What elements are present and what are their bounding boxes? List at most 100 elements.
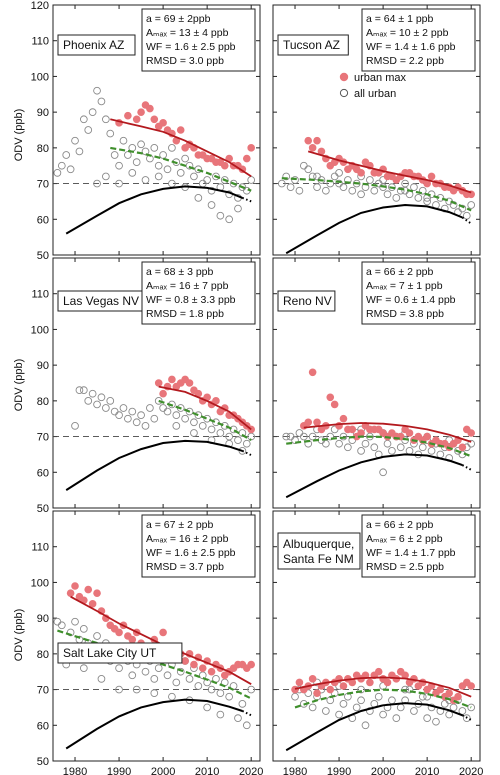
all-urban-point [467,201,476,209]
all-urban-point [79,115,88,124]
all-urban-fit-line [294,688,472,709]
urban-max-point [357,169,365,177]
urban-max-point [185,379,194,387]
stats-rmsd: RMSD = 2.2 ppb [366,55,444,67]
all-urban-point [339,183,348,191]
urban-max-point [150,115,159,124]
stats-amax: Aₘₐₓ = 6 ± 2 ppb [366,533,443,545]
all-urban-point [115,664,123,672]
urban-max-fit-line [307,150,472,194]
all-urban-point [396,443,405,452]
background-curve [65,185,243,235]
stats-wf: WF = 1.4 ± 1.6 ppb [366,41,456,53]
all-urban-point [216,211,225,220]
all-urban-point [57,621,66,630]
x-tick-label: 1990 [107,766,131,775]
all-urban-point [141,147,150,156]
all-urban-point [357,685,365,694]
all-urban-point [322,186,330,195]
all-urban-point [181,414,189,423]
all-urban-point [159,151,167,159]
stats-amax: Aₘₐₓ = 13 ± 4 ppb [146,27,229,39]
y-tick-label: 110 [31,542,49,554]
all-urban-point [163,165,172,174]
stats-box-frame [141,8,256,72]
all-urban-point [370,443,379,452]
all-urban-point [212,418,220,427]
urban-max-fit-line [158,385,252,431]
all-urban-point [84,126,93,134]
y-tick-label: 60 [37,720,49,732]
all-urban-point [176,667,185,676]
all-urban-point [115,161,123,170]
all-urban-point [106,129,115,138]
all-urban-point [449,703,458,712]
all-urban-point [335,710,343,719]
all-urban-point [335,169,343,177]
all-urban-point [115,411,123,419]
background-curve [285,203,463,255]
all-urban-point [102,172,110,181]
stats-a: a = 66 ± 2 ppb [366,266,434,278]
background-curve [65,698,243,750]
all-urban-point [216,710,225,719]
stats-box-frame [361,261,476,325]
all-urban-point [410,183,418,191]
urban-max-point [467,682,475,690]
y-tick-label: 70 [37,685,49,697]
site-label-text: Reno NV [283,294,332,308]
all-urban-point [220,176,229,184]
all-urban-point [124,151,132,159]
ylabel-row1: ODV (ppb) [13,109,25,162]
all-urban-point [203,176,211,184]
all-urban-point [141,667,150,676]
all-urban-point [242,439,251,448]
stats-a: a = 68 ± 3 ppb [146,266,214,278]
urban-max-point [348,678,357,687]
y-tick-label: 50 [37,250,49,262]
all-urban-point [71,422,79,430]
all-urban-point [207,685,216,694]
all-urban-point [110,151,119,159]
all-urban-point [247,685,256,694]
all-urban-point [352,703,361,712]
all-urban-point [190,172,198,181]
y-tick-label: 120 [31,0,49,12]
all-urban-point [154,664,163,672]
all-urban-point [190,418,198,427]
site-label-line2: Santa Fe NM [283,552,354,566]
all-urban-point [128,407,137,416]
urban-max-point [317,147,326,156]
legend-all-urban-marker [339,88,349,98]
stats-wf: WF = 1.6 ± 2.5 ppb [146,547,236,559]
legend-all-urban-label: all urban [354,88,396,100]
urban-max-fit-line [110,118,252,178]
all-urban-point [379,710,387,719]
all-urban-point [242,721,251,730]
stats-wf: WF = 0.6 ± 1.4 ppb [366,294,456,306]
urban-max-point [423,432,431,441]
all-urban-point [339,700,348,708]
all-urban-point [93,179,101,188]
all-urban-point [141,422,150,430]
all-urban-point [154,161,163,170]
all-urban-point [207,201,216,209]
site-label-text: Las Vegas NV [63,294,139,308]
urban-max-point [198,664,207,672]
urban-max-point [326,685,335,694]
y-tick-label: 80 [37,396,49,408]
panel-tucson-az: Tucson AZ a = 64 ± 1 ppb Aₘₐₓ = 10 ± 2 ppb… [272,4,481,256]
all-urban-point [163,671,172,680]
urban-max-point [445,689,453,697]
all-urban-point [110,407,119,416]
urban-max-point [212,397,220,405]
urban-max-point [330,400,339,409]
urban-max-point [348,425,357,434]
all-urban-point [198,671,207,680]
y-tick-label: 80 [37,649,49,661]
background-curve-extrapolated [242,196,252,203]
all-urban-point [308,432,317,441]
all-urban-point [185,161,194,170]
site-label-box [277,290,336,312]
